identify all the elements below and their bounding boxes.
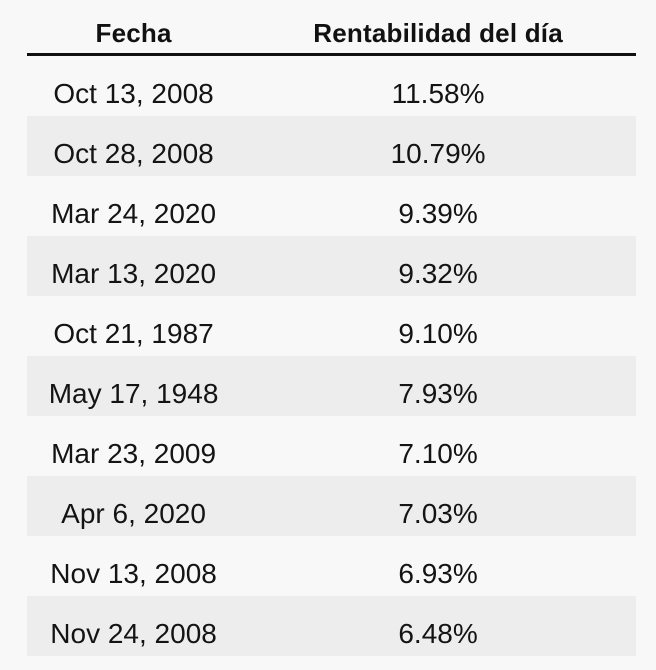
returns-table: Fecha Rentabilidad del día Oct 13, 2008 …: [27, 0, 636, 656]
fecha-value: Oct 21, 1987: [53, 318, 214, 349]
fecha-value: Mar 23, 2009: [51, 438, 217, 469]
cell-fecha: Nov 13, 2008: [27, 550, 240, 589]
fecha-value: Apr 6, 2020: [61, 498, 206, 529]
cell-fecha: Nov 24, 2008: [27, 610, 240, 649]
cell-rentabilidad: 11.58%: [240, 70, 636, 109]
rentabilidad-value: 10.79%: [390, 138, 486, 169]
rentabilidad-value: 9.32%: [398, 258, 478, 289]
rentabilidad-value: 7.03%: [398, 498, 478, 529]
table-body: Oct 13, 2008 11.58% Oct 28, 2008 10.79% …: [27, 56, 636, 656]
cell-rentabilidad: 6.93%: [240, 550, 636, 589]
cell-rentabilidad: 7.93%: [240, 370, 636, 409]
rentabilidad-value: 6.48%: [398, 618, 478, 649]
table-row: Oct 28, 2008 10.79%: [27, 116, 636, 176]
fecha-value: Nov 13, 2008: [50, 558, 217, 589]
rentabilidad-value: 9.10%: [398, 318, 478, 349]
table-row: Mar 23, 2009 7.10%: [27, 416, 636, 476]
rentabilidad-value: 9.39%: [398, 198, 478, 229]
cell-rentabilidad: 7.10%: [240, 430, 636, 469]
table-row: Apr 6, 2020 7.03%: [27, 476, 636, 536]
cell-rentabilidad: 9.10%: [240, 310, 636, 349]
column-header-rentabilidad: Rentabilidad del día: [313, 18, 563, 48]
cell-fecha: Mar 13, 2020: [27, 250, 240, 289]
rentabilidad-value: 6.93%: [398, 558, 478, 589]
cell-rentabilidad: 7.03%: [240, 490, 636, 529]
cell-fecha: Oct 28, 2008: [27, 130, 240, 169]
table-row: Oct 13, 2008 11.58%: [27, 56, 636, 116]
table-row: Nov 13, 2008 6.93%: [27, 536, 636, 596]
cell-rentabilidad: 9.32%: [240, 250, 636, 289]
cell-fecha: May 17, 1948: [27, 370, 240, 409]
cell-fecha: Oct 13, 2008: [27, 70, 240, 109]
table-row: May 17, 1948 7.93%: [27, 356, 636, 416]
rentabilidad-value: 7.93%: [398, 378, 478, 409]
fecha-value: Oct 28, 2008: [53, 138, 214, 169]
table-row: Nov 24, 2008 6.48%: [27, 596, 636, 656]
fecha-value: Mar 24, 2020: [51, 198, 217, 229]
cell-fecha: Mar 23, 2009: [27, 430, 240, 469]
fecha-value: Mar 13, 2020: [51, 258, 217, 289]
fecha-value: Oct 13, 2008: [53, 78, 214, 109]
column-header-fecha: Fecha: [95, 18, 172, 48]
table-row: Mar 13, 2020 9.32%: [27, 236, 636, 296]
header-rule: [27, 53, 636, 56]
rentabilidad-value: 7.10%: [398, 438, 478, 469]
rentabilidad-value: 11.58%: [391, 78, 485, 109]
fecha-value: Nov 24, 2008: [50, 618, 217, 649]
table-row: Oct 21, 1987 9.10%: [27, 296, 636, 356]
fecha-value: May 17, 1948: [48, 378, 219, 409]
cell-fecha: Apr 6, 2020: [27, 490, 240, 529]
cell-rentabilidad: 10.79%: [240, 130, 636, 169]
table-header-row: Fecha Rentabilidad del día: [27, 0, 636, 53]
cell-rentabilidad: 9.39%: [240, 190, 636, 229]
cell-fecha: Oct 21, 1987: [27, 310, 240, 349]
table-row: Mar 24, 2020 9.39%: [27, 176, 636, 236]
cell-fecha: Mar 24, 2020: [27, 190, 240, 229]
cell-rentabilidad: 6.48%: [240, 610, 636, 649]
